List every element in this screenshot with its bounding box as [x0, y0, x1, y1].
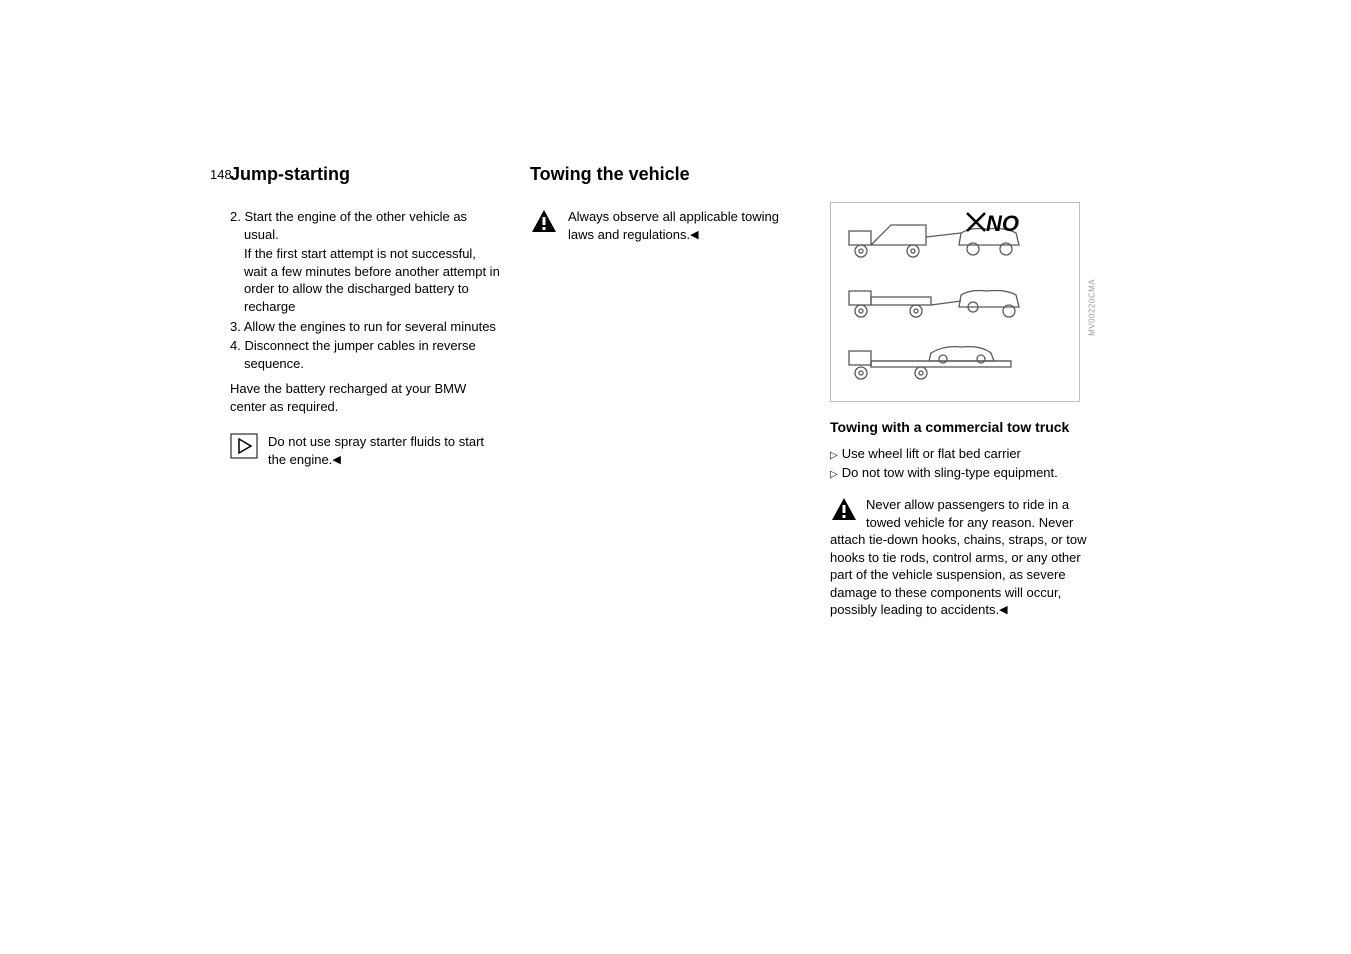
flat-bed-truck-icon — [831, 323, 1079, 383]
figure-row-wheel-lift — [831, 263, 1079, 323]
step-3: 3. Allow the engines to run for several … — [230, 318, 500, 336]
step-2-text: Start the engine of the other vehicle as… — [244, 209, 467, 242]
page-number: 148 — [210, 167, 232, 182]
step-2-sub: If the first start attempt is not succes… — [230, 245, 500, 315]
wheel-lift-truck-icon — [831, 263, 1079, 323]
step-2-num: 2. — [230, 209, 241, 224]
step-4: 4. Disconnect the jumper cables in rever… — [230, 337, 500, 372]
towing-law-body: Always observe all applicable towing law… — [568, 209, 779, 242]
figure-row-flat-bed — [831, 323, 1079, 383]
end-mark-icon: ◀ — [690, 229, 698, 241]
passenger-warning: Never allow passengers to ride in a towe… — [830, 496, 1100, 619]
subheading-commercial-tow: Towing with a commercial tow truck — [830, 418, 1100, 437]
note-icon — [230, 433, 258, 459]
triangle-bullet-icon: ▷ — [830, 469, 838, 480]
note-body: Do not use spray starter fluids to start… — [268, 434, 484, 467]
column-towing-heading: Towing the vehicle Always observe all ap… — [530, 162, 800, 619]
towing-law-callout: Always observe all applicable towing law… — [530, 208, 800, 243]
bullet-2-text: Do not tow with sling-type equipment. — [842, 465, 1058, 480]
step-2: 2. Start the engine of the other vehicle… — [230, 208, 500, 243]
towing-figure: MV00220CMA — [830, 202, 1080, 402]
step-4-text: Disconnect the jumper cables in reverse … — [244, 338, 476, 371]
no-label: NO — [986, 209, 1019, 239]
note-text: Do not use spray starter fluids to start… — [268, 433, 500, 468]
step-3-num: 3. — [230, 319, 241, 334]
step-3-text: Allow the engines to run for several min… — [244, 319, 496, 334]
sling-truck-icon — [831, 203, 1079, 263]
warning-icon-wrap — [830, 496, 858, 527]
recharge-para: Have the battery recharged at your BMW c… — [230, 380, 500, 415]
step-4-num: 4. — [230, 338, 241, 353]
end-mark-icon: ◀ — [332, 454, 340, 466]
end-mark-icon: ◀ — [999, 604, 1007, 616]
bullet-1: ▷ Use wheel lift or flat bed carrier — [830, 445, 1100, 463]
column-jump-starting: Jump-starting 2. Start the engine of the… — [230, 162, 500, 619]
bullet-2: ▷ Do not tow with sling-type equipment. — [830, 464, 1100, 482]
passenger-warning-text: Never allow passengers to ride in a towe… — [830, 497, 1087, 617]
note-callout: Do not use spray starter fluids to start… — [230, 433, 500, 468]
triangle-bullet-icon: ▷ — [830, 450, 838, 461]
heading-towing: Towing the vehicle — [530, 162, 800, 186]
towing-law-text: Always observe all applicable towing law… — [568, 208, 800, 243]
heading-jump-starting: Jump-starting — [230, 162, 500, 186]
spacer — [830, 162, 1100, 202]
bullet-1-text: Use wheel lift or flat bed carrier — [842, 446, 1021, 461]
warning-icon — [530, 208, 558, 234]
column-towing-figure: MV00220CMA — [830, 162, 1100, 619]
warning-icon — [830, 496, 858, 522]
manual-page: 148 Jump-starting 2. Start the engine of… — [230, 162, 1100, 619]
figure-label: MV00220CMA — [1088, 279, 1099, 336]
no-x-icon — [965, 211, 987, 233]
figure-row-sling: NO — [831, 203, 1079, 263]
content-columns: Jump-starting 2. Start the engine of the… — [230, 162, 1100, 619]
